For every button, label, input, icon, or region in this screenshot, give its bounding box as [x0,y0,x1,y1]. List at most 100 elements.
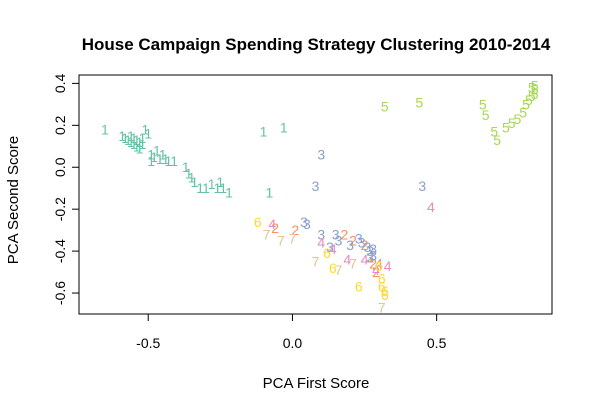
data-point-cluster-1: 1 [130,136,138,152]
data-point-cluster-2: 2 [372,264,380,280]
data-point-cluster-3: 3 [366,243,374,259]
data-point-cluster-1: 1 [133,132,141,148]
data-point-cluster-1: 1 [124,132,132,148]
data-point-cluster-4: 4 [372,262,380,278]
data-point-cluster-5: 5 [525,92,533,108]
data-point-cluster-1: 1 [219,180,227,196]
data-point-cluster-6: 6 [355,279,363,295]
data-point-cluster-1: 1 [130,130,138,146]
data-point-cluster-6: 6 [375,258,383,274]
data-point-cluster-1: 1 [139,136,147,152]
data-point-cluster-6: 6 [378,279,386,295]
data-point-cluster-3: 3 [332,226,340,242]
x-axis-label: PCA First Score [263,375,370,392]
data-point-cluster-7: 7 [277,233,285,249]
data-point-cluster-1: 1 [153,142,161,158]
data-point-cluster-1: 1 [118,128,126,144]
data-point-cluster-1: 1 [280,119,288,135]
data-point-cluster-3: 3 [346,237,354,253]
data-point-cluster-1: 1 [190,174,198,190]
data-point-cluster-5: 5 [493,132,501,148]
data-point-cluster-6: 6 [378,270,386,286]
data-point-cluster-4: 4 [343,251,351,267]
data-point-cluster-5: 5 [513,111,521,127]
data-point-cluster-5: 5 [502,119,510,135]
data-point-cluster-1: 1 [185,166,193,182]
data-point-cluster-4: 4 [375,256,383,272]
data-point-cluster-3: 3 [300,214,308,230]
data-point-cluster-1: 1 [156,151,164,167]
data-point-cluster-1: 1 [159,147,167,163]
data-point-cluster-1: 1 [121,130,129,146]
data-point-cluster-1: 1 [147,153,155,169]
data-point-cluster-6: 6 [254,214,262,230]
data-point-cluster-5: 5 [519,105,527,121]
data-point-cluster-1: 1 [196,180,204,196]
data-point-cluster-2: 2 [340,226,348,242]
data-point-cluster-1: 1 [202,180,210,196]
y-tick-label: 0.4 [52,73,68,93]
data-point-cluster-7: 7 [378,300,386,316]
data-point-cluster-3: 3 [317,226,325,242]
data-point-cluster-1: 1 [127,128,135,144]
data-point-cluster-5: 5 [415,94,423,110]
data-point-cluster-6: 6 [323,245,331,261]
data-point-cluster-5: 5 [490,124,498,140]
data-point-cluster-3: 3 [418,178,426,194]
data-point-cluster-5: 5 [479,96,487,112]
data-point-cluster-1: 1 [260,124,268,140]
data-point-cluster-1: 1 [136,140,144,156]
data-point-cluster-2: 2 [349,233,357,249]
data-point-cluster-1: 1 [265,184,273,200]
data-point-cluster-1: 1 [141,122,149,138]
data-point-cluster-4: 4 [317,235,325,251]
data-point-cluster-2: 2 [291,222,299,238]
data-point-cluster-7: 7 [263,226,271,242]
data-point-cluster-5: 5 [528,88,536,104]
data-point-cluster-4: 4 [329,241,337,257]
data-point-cluster-3: 3 [358,235,366,251]
data-point-cluster-5: 5 [381,98,389,114]
data-point-cluster-3: 3 [303,216,311,232]
data-point-cluster-3: 3 [326,239,334,255]
data-point-cluster-2: 2 [366,249,374,265]
data-point-cluster-3: 3 [369,241,377,257]
data-point-cluster-6: 6 [329,260,337,276]
y-tick-label: -0.2 [52,197,68,221]
data-point-cluster-3: 3 [317,147,325,163]
data-point-cluster-6: 6 [381,287,389,303]
data-point-cluster-5: 5 [508,115,516,131]
data-point-cluster-7: 7 [349,256,357,272]
data-point-cluster-1: 1 [188,170,196,186]
data-point-cluster-4: 4 [427,199,435,215]
data-point-cluster-1: 1 [216,174,224,190]
data-point-cluster-1: 1 [147,147,155,163]
data-point-cluster-1: 1 [214,180,222,196]
x-tick-label: 0.5 [427,335,447,351]
data-point-cluster-1: 1 [225,184,233,200]
data-point-cluster-1: 1 [139,130,147,146]
data-point-cluster-1: 1 [162,151,170,167]
data-point-cluster-4: 4 [268,216,276,232]
data-point-cluster-6: 6 [381,283,389,299]
data-point-cluster-5: 5 [482,107,490,123]
data-point-cluster-4: 4 [361,251,369,267]
data-point-cluster-3: 3 [366,249,374,265]
data-point-cluster-1: 1 [101,122,109,138]
data-point-cluster-1: 1 [133,138,141,154]
data-point-cluster-3: 3 [369,247,377,263]
data-point-cluster-2: 2 [361,237,369,253]
data-point-cluster-2: 2 [369,256,377,272]
x-tick-label: -0.5 [136,335,160,351]
x-tick-label: 0.0 [283,335,303,351]
data-point-cluster-5: 5 [531,77,539,93]
data-point-cluster-4: 4 [384,258,392,274]
data-point-cluster-3: 3 [335,233,343,249]
data-point-cluster-1: 1 [165,153,173,169]
data-point-cluster-1: 1 [136,134,144,150]
data-point-cluster-3: 3 [312,178,320,194]
y-tick-label: 0.2 [52,115,68,135]
